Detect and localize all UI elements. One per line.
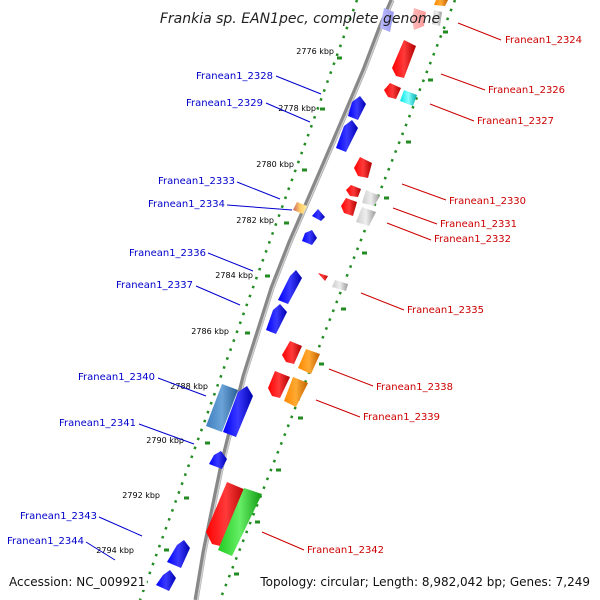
gene-2332[interactable] [356, 207, 376, 226]
gene-2329-b[interactable] [336, 120, 358, 152]
accession-text: Accession: NC_009921 [9, 575, 145, 589]
outer-major-ticks [234, 30, 448, 576]
label-franean1-2344[interactable]: Franean1_2344 [7, 536, 84, 547]
kbp-label-2794: 2794 kbp [96, 546, 134, 555]
label-franean1-2339[interactable]: Franean1_2339 [363, 412, 440, 423]
label-franean1-2337[interactable]: Franean1_2337 [116, 280, 193, 291]
kbp-label-2790: 2790 kbp [146, 436, 184, 445]
gene-2333[interactable] [293, 202, 307, 214]
major-ticks [164, 56, 342, 552]
gene-2342-b[interactable] [218, 488, 262, 556]
gene-2335-a[interactable] [318, 273, 328, 281]
gene-2330-a[interactable] [354, 157, 372, 178]
gene-2339-b[interactable] [284, 377, 308, 407]
reverse-labels: Franean1_2324 Franean1_2326 Franean1_232… [307, 35, 582, 556]
kbp-label-2778: 2778 kbp [278, 104, 316, 113]
gene-2344[interactable] [156, 570, 176, 591]
gene-2331-b[interactable] [341, 198, 357, 216]
forward-labels: Franean1_2328 Franean1_2329 Franean1_233… [7, 71, 273, 547]
gene-2338-b[interactable] [298, 349, 320, 374]
label-franean1-2326[interactable]: Franean1_2326 [488, 85, 565, 96]
footer-summary-bg [257, 572, 595, 590]
gene-2336[interactable] [278, 270, 302, 304]
gene-2324-c[interactable] [434, 0, 448, 6]
gene-2324-b[interactable] [432, 10, 442, 26]
kbp-label-2788: 2788 kbp [170, 382, 208, 391]
genome-backbone [193, 0, 395, 600]
kbp-label-2786: 2786 kbp [191, 327, 229, 336]
kbp-labels: 2776 kbp 2778 kbp 2780 kbp 2782 kbp 2784… [96, 47, 334, 555]
gene-2337[interactable] [266, 304, 287, 334]
gene-2329-a[interactable] [348, 96, 366, 120]
gene-2327[interactable] [400, 90, 417, 106]
label-franean1-2336[interactable]: Franean1_2336 [129, 248, 206, 259]
gene-2326[interactable] [392, 40, 416, 78]
label-franean1-2329[interactable]: Franean1_2329 [186, 98, 263, 109]
gene-2334-b[interactable] [302, 230, 317, 245]
label-franean1-2331[interactable]: Franean1_2331 [440, 219, 517, 230]
gene-2341[interactable] [223, 386, 253, 437]
label-franean1-2335[interactable]: Franean1_2335 [407, 305, 484, 316]
kbp-label-2776: 2776 kbp [296, 47, 334, 56]
reverse-strand-genes [206, 0, 448, 556]
forward-leaders [85, 75, 322, 561]
gene-2324-a[interactable] [412, 8, 426, 30]
label-franean1-2333[interactable]: Franean1_2333 [158, 176, 235, 187]
label-franean1-2342[interactable]: Franean1_2342 [307, 545, 384, 556]
gene-2330-b[interactable] [346, 185, 361, 197]
gene-2342-a[interactable] [206, 482, 246, 546]
gene-top-lavender[interactable] [380, 8, 394, 32]
genome-summary-text: Topology: circular; Length: 8,982,042 bp… [259, 575, 590, 589]
kbp-label-2792: 2792 kbp [122, 491, 160, 500]
label-franean1-2343[interactable]: Franean1_2343 [20, 511, 97, 522]
label-franean1-2330[interactable]: Franean1_2330 [449, 196, 526, 207]
label-franean1-2327[interactable]: Franean1_2327 [477, 116, 554, 127]
reverse-tick-track [218, 0, 457, 600]
gene-2326-b[interactable] [384, 83, 401, 99]
gene-2341-b[interactable] [209, 451, 227, 469]
label-franean1-2340[interactable]: Franean1_2340 [78, 372, 155, 383]
label-franean1-2341[interactable]: Franean1_2341 [59, 418, 136, 429]
gene-2338-a[interactable] [282, 341, 302, 364]
kbp-label-2782: 2782 kbp [236, 216, 274, 225]
kbp-label-2784: 2784 kbp [215, 271, 253, 280]
label-franean1-2334[interactable]: Franean1_2334 [148, 199, 225, 210]
label-franean1-2324[interactable]: Franean1_2324 [505, 35, 582, 46]
gene-2343[interactable] [167, 540, 190, 568]
label-franean1-2332[interactable]: Franean1_2332 [434, 234, 511, 245]
label-franean1-2338[interactable]: Franean1_2338 [376, 382, 453, 393]
genome-backbone-highlight [196, 0, 395, 600]
kbp-label-2780: 2780 kbp [256, 160, 294, 169]
reverse-leaders [261, 22, 502, 551]
label-franean1-2328[interactable]: Franean1_2328 [196, 71, 273, 82]
gene-2331[interactable] [362, 190, 380, 206]
gene-2339-a[interactable] [268, 371, 290, 398]
map-title: Frankia sp. EAN1pec, complete genome [160, 11, 440, 27]
gene-2334[interactable] [312, 209, 325, 221]
forward-strand-genes [156, 8, 394, 591]
gene-2335-b[interactable] [332, 280, 348, 291]
footer-accession-bg [5, 572, 147, 590]
gene-2340[interactable] [206, 384, 238, 432]
forward-tick-track [138, 0, 359, 600]
